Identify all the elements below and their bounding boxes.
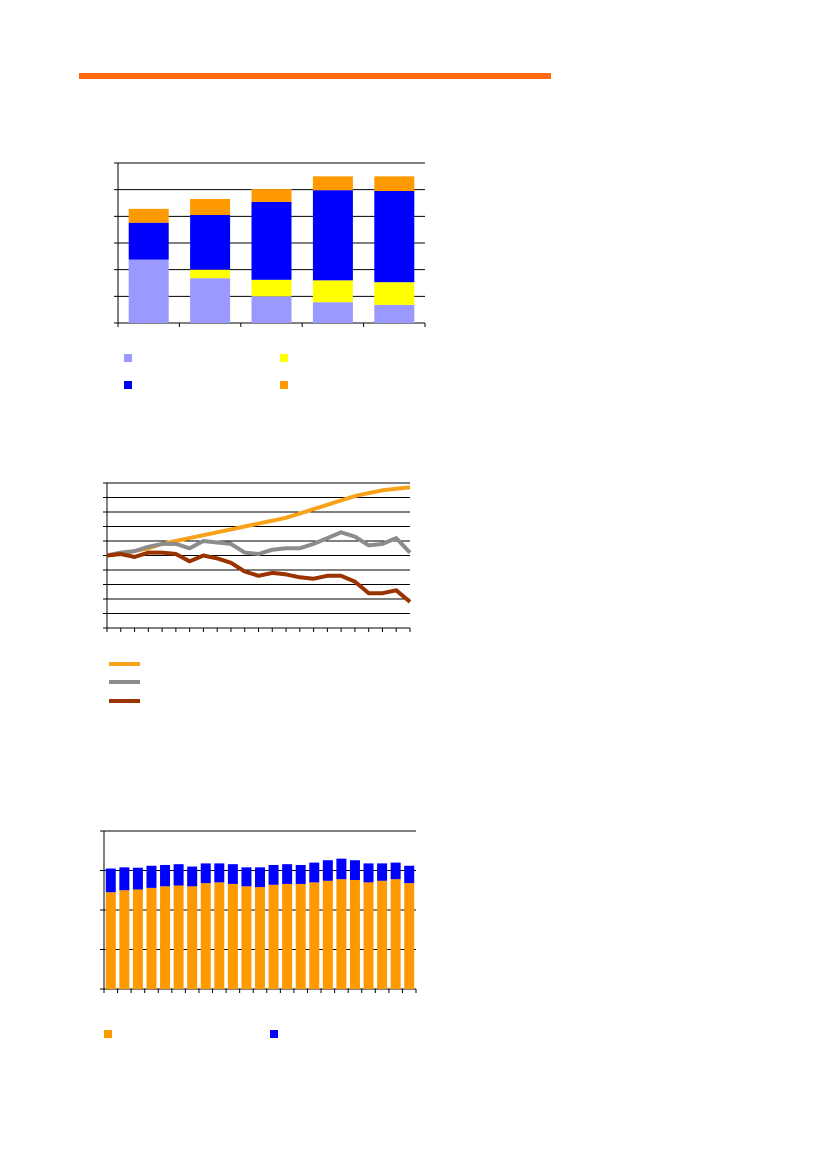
chart3-bar-s1-c2 <box>132 867 143 890</box>
chart1-bar-s0-c0 <box>128 259 169 323</box>
chart3-bar-s1-c1 <box>119 867 130 891</box>
chart3-bar-s1-c13 <box>282 864 293 884</box>
chart1-bar-s2-c4 <box>374 191 415 283</box>
chart3-bar-s0-c22 <box>404 883 415 989</box>
chart3-bar-s0-c0 <box>105 892 116 989</box>
chart1-bar-s2-c3 <box>312 190 353 281</box>
chart1-bar-s0-c4 <box>374 304 415 323</box>
chart3-bar-s0-c6 <box>187 886 198 989</box>
chart1-legend-swatch-0 <box>124 354 132 362</box>
chart1-bar-s3-c3 <box>312 176 353 191</box>
chart3-bar-s1-c20 <box>377 863 388 881</box>
chart1-bar-s3-c0 <box>128 208 169 223</box>
chart1-bar-s1-c2 <box>251 279 292 297</box>
chart3-bar-s1-c14 <box>295 864 306 884</box>
chart3-bar-s0-c4 <box>160 886 171 989</box>
chart3-bar-s0-c3 <box>146 887 157 989</box>
chart1-bar-s3-c1 <box>190 199 231 215</box>
chart2-series-line-2 <box>106 550 412 604</box>
chart3-bar-s0-c19 <box>363 882 374 989</box>
chart3-bar-s0-c13 <box>282 883 293 989</box>
chart3-bar-s0-c21 <box>390 879 401 989</box>
chart1-bar-s1-c3 <box>312 280 353 303</box>
chart3-bar-s1-c18 <box>349 860 360 880</box>
chart3-bar-s0-c1 <box>119 890 130 989</box>
chart3-bar-s0-c8 <box>214 882 225 989</box>
chart3-bar-s1-c19 <box>363 863 374 883</box>
chart1-legend-swatch-2 <box>124 381 132 389</box>
chart1-bar-s1-c1 <box>190 269 231 279</box>
chart3-bar-s1-c22 <box>404 865 415 884</box>
chart3-bar-s0-c5 <box>173 885 184 989</box>
chart3-bar-s0-c11 <box>255 887 265 989</box>
chart3-bar-s0-c12 <box>268 884 279 989</box>
chart3-bar-s0-c10 <box>241 886 252 989</box>
chart3-bar-s0-c15 <box>309 882 320 989</box>
chart3-bar-s1-c4 <box>160 864 171 887</box>
chart3-bar-s0-c14 <box>295 883 306 989</box>
chart3-bar-s1-c21 <box>390 862 401 880</box>
chart3-bar-s1-c11 <box>255 867 265 888</box>
chart3-bar-s0-c9 <box>227 883 238 989</box>
chart1-bar-s0-c2 <box>251 296 292 323</box>
chart1-bar-s3-c4 <box>374 176 415 191</box>
chart3-bar-s1-c10 <box>241 867 252 887</box>
chart1-bar-s3-c2 <box>251 189 292 202</box>
chart1-bar-s2-c2 <box>251 201 292 280</box>
chart1-legend-swatch-1 <box>280 354 288 362</box>
chart3-bar-s0-c7 <box>200 883 211 989</box>
chart1-bar-s2-c1 <box>190 215 231 270</box>
chart3-bar-s1-c15 <box>309 862 320 883</box>
chart1-bar-s0-c1 <box>190 278 231 323</box>
chart1-bar-s1-c4 <box>374 282 415 305</box>
chart3-bar-s1-c16 <box>322 860 333 881</box>
chart1-legend-swatch-3 <box>280 381 288 389</box>
chart3-bar-s0-c18 <box>349 879 360 989</box>
chart3-bar-s1-c8 <box>214 863 225 883</box>
chart3-bar-s1-c12 <box>268 864 279 885</box>
chart3-bar-s0-c20 <box>377 880 388 989</box>
chart3-bar-s1-c17 <box>336 858 347 880</box>
chart3-bar-s1-c3 <box>146 865 157 888</box>
chart3-bar-s0-c17 <box>336 879 347 989</box>
header-rule <box>79 73 551 79</box>
chart3-bar-s0-c2 <box>132 889 143 989</box>
chart1-bar-s0-c3 <box>312 302 353 323</box>
chart3-bar-s1-c9 <box>227 864 238 884</box>
chart3-legend-swatch-0 <box>104 1030 112 1038</box>
chart3-bar-s1-c5 <box>173 864 184 886</box>
chart3-bar-s1-c0 <box>105 868 116 893</box>
chart3-legend-swatch-1 <box>270 1030 278 1038</box>
chart3-bar-s0-c16 <box>322 880 333 989</box>
chart3-bar-s1-c6 <box>187 866 198 887</box>
chart1-bar-s2-c0 <box>128 222 169 260</box>
chart3-bar-s1-c7 <box>200 863 211 884</box>
